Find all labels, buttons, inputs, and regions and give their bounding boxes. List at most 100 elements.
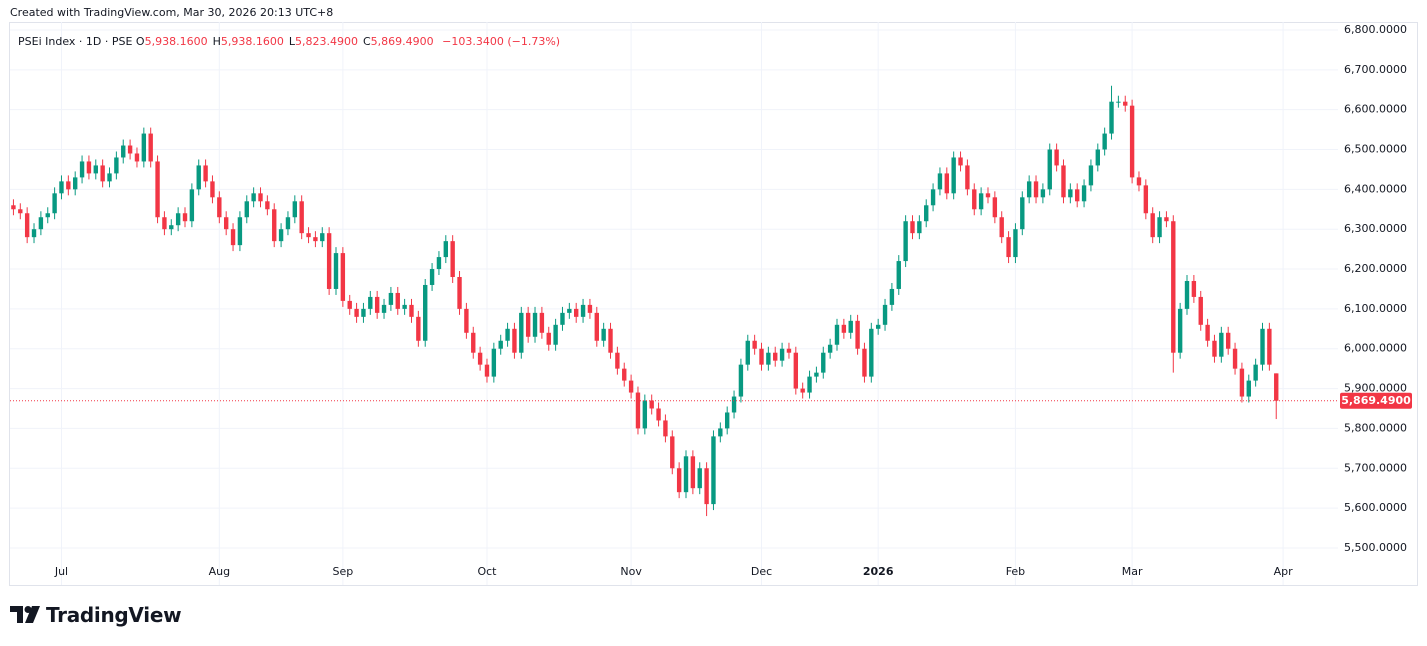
y-tick-label: 5,500.0000	[1344, 541, 1407, 554]
candle-body	[628, 380, 634, 393]
candle-body	[443, 241, 448, 258]
y-tick-label: 6,600.0000	[1344, 103, 1407, 116]
candle-body	[594, 312, 599, 341]
candle-body	[114, 157, 119, 174]
x-tick-label: Mar	[1122, 565, 1143, 578]
candle-body	[745, 340, 750, 365]
y-tick-label: 5,900.0000	[1344, 382, 1407, 395]
candle-body	[1102, 133, 1107, 150]
candle-body	[978, 193, 984, 210]
y-tick-label: 6,200.0000	[1344, 262, 1407, 275]
tv-logo-icon	[10, 606, 40, 623]
candle-body	[1095, 149, 1100, 166]
candle-body	[608, 328, 613, 353]
candle-body	[134, 153, 140, 162]
x-tick-label: Oct	[477, 565, 497, 578]
candle-body	[210, 181, 215, 198]
y-tick-label: 5,700.0000	[1344, 461, 1407, 474]
candle-body	[1123, 101, 1128, 106]
candle-body	[1081, 185, 1087, 202]
candle-body	[278, 229, 284, 242]
candle-body	[347, 300, 352, 309]
candle-body	[73, 177, 78, 190]
candle-body	[1136, 177, 1142, 186]
candle-body	[107, 173, 112, 182]
candle-body	[31, 229, 37, 238]
candle-body	[66, 181, 71, 190]
candle-body	[299, 201, 304, 234]
candle-body	[752, 340, 757, 349]
candle-body	[1225, 332, 1231, 349]
candle-body	[985, 193, 991, 198]
candle-body	[1177, 308, 1183, 353]
candle-body	[237, 217, 243, 246]
candle-body	[1205, 324, 1210, 341]
candle-body	[1157, 217, 1162, 238]
candle-body	[505, 328, 510, 341]
candle-body	[148, 133, 153, 162]
candle-body	[574, 308, 579, 317]
candle-body	[1006, 237, 1011, 258]
candle-body	[676, 468, 682, 493]
candle-body	[313, 237, 318, 242]
candle-body	[704, 468, 709, 505]
candle-body	[670, 436, 675, 469]
candle-body	[869, 328, 874, 377]
candle-body	[601, 328, 606, 341]
candle-body	[175, 213, 181, 226]
candle-body	[292, 201, 298, 218]
legend-key: L	[288, 35, 295, 48]
candle-body	[100, 165, 105, 182]
candle-body	[1033, 181, 1039, 198]
candle-body	[429, 269, 435, 285]
candle-body	[1219, 332, 1224, 357]
candle-body	[642, 400, 648, 429]
candle-body	[24, 213, 30, 238]
candle-body	[1020, 197, 1025, 230]
candle-body	[532, 312, 538, 337]
candle-body	[265, 201, 270, 210]
candle-body	[512, 328, 517, 353]
y-tick-label: 5,800.0000	[1344, 421, 1407, 434]
legend-key: H	[212, 35, 221, 48]
candle-body	[1026, 181, 1032, 198]
candle-body	[1184, 280, 1190, 309]
legend-change: −103.3400 (−1.73%)	[442, 35, 561, 48]
candle-body	[381, 304, 387, 313]
candle-body	[683, 456, 689, 493]
candle-body	[889, 288, 895, 305]
candle-body	[155, 161, 160, 218]
header: Created with TradingView.com, Mar 30, 20…	[10, 6, 334, 19]
candle-body	[738, 364, 744, 397]
legend-value: 5,938.1600	[220, 35, 284, 48]
candle-body	[436, 257, 442, 270]
candle-body	[169, 225, 174, 230]
candle-body	[924, 205, 929, 222]
candle-body	[1088, 165, 1094, 186]
candle-body	[553, 324, 558, 345]
y-tick-label: 6,700.0000	[1344, 63, 1407, 76]
candle-body	[1267, 328, 1272, 365]
candle-body	[539, 312, 545, 333]
candle-body	[1260, 328, 1265, 365]
candle-body	[1253, 364, 1258, 381]
candle-body	[223, 217, 229, 230]
candle-body	[1198, 296, 1203, 325]
candle-body	[766, 352, 771, 365]
candle-body	[141, 133, 147, 162]
candle-body	[896, 261, 901, 289]
legend-value: 5,869.4900	[370, 35, 434, 48]
candle-body	[937, 173, 943, 190]
candle-body	[560, 312, 565, 325]
candle-body	[951, 157, 956, 194]
candle-body	[1075, 189, 1080, 202]
candle-body	[196, 165, 201, 190]
candle-body	[663, 420, 668, 437]
candle-body	[477, 352, 483, 365]
candle-body	[395, 292, 400, 309]
candle-body	[230, 229, 236, 246]
candle-body	[965, 165, 970, 190]
candle-body	[388, 292, 394, 305]
candle-body	[59, 181, 64, 194]
candle-body	[326, 233, 332, 289]
